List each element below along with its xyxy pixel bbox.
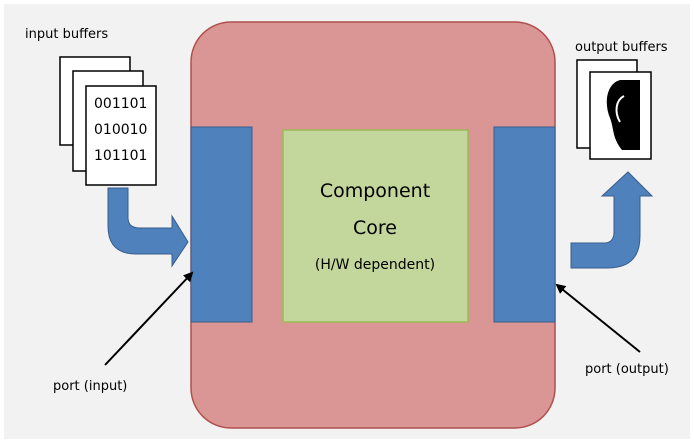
output-port xyxy=(494,127,555,322)
diagram: Component Core (H/W dependent) input buf… xyxy=(0,0,694,443)
page: Component Core (H/W dependent) input buf… xyxy=(0,0,694,443)
core-subtitle: (H/W dependent) xyxy=(315,257,435,273)
port-input-label: port (input) xyxy=(53,379,127,394)
core-title: Component xyxy=(320,180,430,202)
input-port xyxy=(191,127,252,322)
buffer-data: 001101 xyxy=(94,96,147,112)
port-output-label: port (output) xyxy=(585,362,669,377)
core-title: Core xyxy=(353,217,397,239)
output-buffers-label: output buffers xyxy=(575,40,668,55)
input-buffers-label: input buffers xyxy=(25,27,108,42)
buffer-data: 101101 xyxy=(94,148,147,164)
buffer-data: 010010 xyxy=(94,122,147,138)
